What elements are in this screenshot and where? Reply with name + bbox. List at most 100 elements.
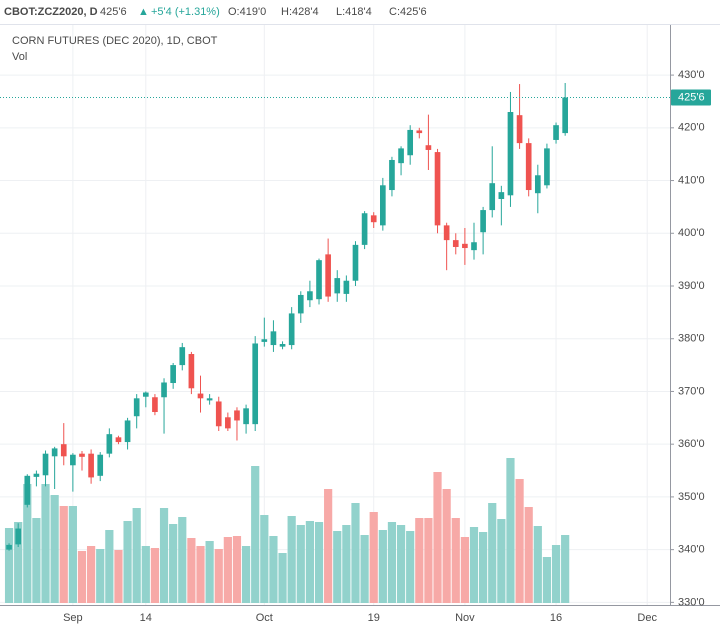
candle-body <box>380 185 386 226</box>
volume-bar <box>187 538 196 603</box>
volume-bar <box>269 536 278 603</box>
candle-body <box>534 175 541 194</box>
candle-body <box>179 347 186 366</box>
close: C:425'6 <box>389 6 427 18</box>
volume-bar <box>87 546 96 603</box>
candle-body <box>115 437 122 443</box>
volume-bar <box>232 536 242 603</box>
volume-bar <box>396 525 406 603</box>
candle-body <box>425 145 432 150</box>
candle-body <box>161 382 167 398</box>
y-tick-label: 390'0 <box>678 280 705 292</box>
y-tick-label: 420'0 <box>678 122 705 134</box>
candle-body <box>270 331 277 346</box>
volume-bar <box>150 548 160 603</box>
volume-bar <box>278 553 287 603</box>
volume-bar <box>469 527 479 603</box>
volume-bar <box>50 495 59 603</box>
volume-bar <box>23 484 32 603</box>
candle-body <box>215 401 222 427</box>
candle-body <box>97 454 104 476</box>
candle-body <box>507 112 514 196</box>
x-tick-label: 16 <box>550 612 562 624</box>
candle-body <box>133 398 140 417</box>
last-price-label: 425'6 <box>678 91 705 103</box>
last-price-box <box>671 89 711 106</box>
volume-bar <box>497 519 506 603</box>
candle-body <box>24 475 31 505</box>
x-tick-label: Sep <box>63 612 83 624</box>
volume-bar <box>305 521 315 603</box>
candle-body <box>307 291 313 301</box>
volume-bar <box>424 518 433 603</box>
volume-bar <box>77 551 87 603</box>
candle-body <box>343 280 350 294</box>
candle-body <box>325 254 331 297</box>
y-tick-label: 330'0 <box>678 596 705 608</box>
candle-body <box>33 473 40 477</box>
candle-body <box>60 444 67 457</box>
candle-body <box>42 453 49 476</box>
candle-body <box>489 183 496 211</box>
candle-body <box>361 213 368 245</box>
low: L:418'4 <box>336 6 372 18</box>
symbol: CBOT:ZCZ2020, D <box>4 6 98 18</box>
candle-body <box>15 528 22 545</box>
candle-body <box>197 393 204 399</box>
volume-bar <box>260 515 269 603</box>
volume-bar <box>561 535 570 603</box>
volume-label: Vol <box>12 51 27 63</box>
candle-body <box>407 129 414 156</box>
volume-bar <box>324 489 333 603</box>
volume-bar <box>205 541 214 603</box>
volume-bar <box>451 518 460 603</box>
candle-body <box>516 115 523 144</box>
volume-bar <box>169 524 178 603</box>
y-tick-label: 380'0 <box>678 333 705 345</box>
x-tick-label: 14 <box>140 612 152 624</box>
candle-body <box>124 420 131 443</box>
candle-body <box>88 453 94 478</box>
y-tick-label: 350'0 <box>678 491 705 503</box>
volume-bar <box>542 557 552 603</box>
open: O:419'0 <box>228 6 266 18</box>
change-arrow: ▲ <box>138 6 149 18</box>
candle-body <box>562 97 568 134</box>
candle-body <box>544 148 550 186</box>
y-tick-label: 400'0 <box>678 227 705 239</box>
volume-bar <box>524 507 533 603</box>
candle-body <box>480 210 486 233</box>
labels: CBOT:ZCZ2020, D 425'6 ▲ +5'4 (+1.31%) O:… <box>4 6 711 624</box>
y-tick-label: 370'0 <box>678 385 705 397</box>
candle-body <box>142 392 149 397</box>
volume-bar <box>32 518 41 603</box>
volume-bar <box>333 531 342 603</box>
volume-bar <box>196 546 205 603</box>
chart-title: CORN FUTURES (DEC 2020), 1D, CBOT <box>12 35 218 47</box>
volume-bar <box>433 472 442 603</box>
volume-bar <box>59 506 68 603</box>
volume-bar <box>515 479 524 603</box>
candle-body <box>234 410 240 421</box>
volume-bar <box>479 532 488 603</box>
volume-bar <box>296 525 305 603</box>
marks <box>0 83 670 603</box>
candle-body <box>525 143 532 191</box>
high: H:428'4 <box>281 6 319 18</box>
volume-bar <box>406 531 415 603</box>
volume-bar <box>533 526 542 603</box>
candle-body <box>498 192 505 199</box>
volume-bar <box>4 528 14 603</box>
volume-bar <box>96 549 105 603</box>
x-tick-label: 19 <box>368 612 380 624</box>
volume-bar <box>551 545 561 603</box>
x-tick-label: Oct <box>256 612 273 624</box>
x-tick-label: Nov <box>455 612 475 624</box>
candle-body <box>51 448 58 457</box>
candle-body <box>6 544 12 550</box>
candle-body <box>243 408 249 425</box>
volume-bar <box>241 546 251 603</box>
volume-bar <box>41 484 50 603</box>
